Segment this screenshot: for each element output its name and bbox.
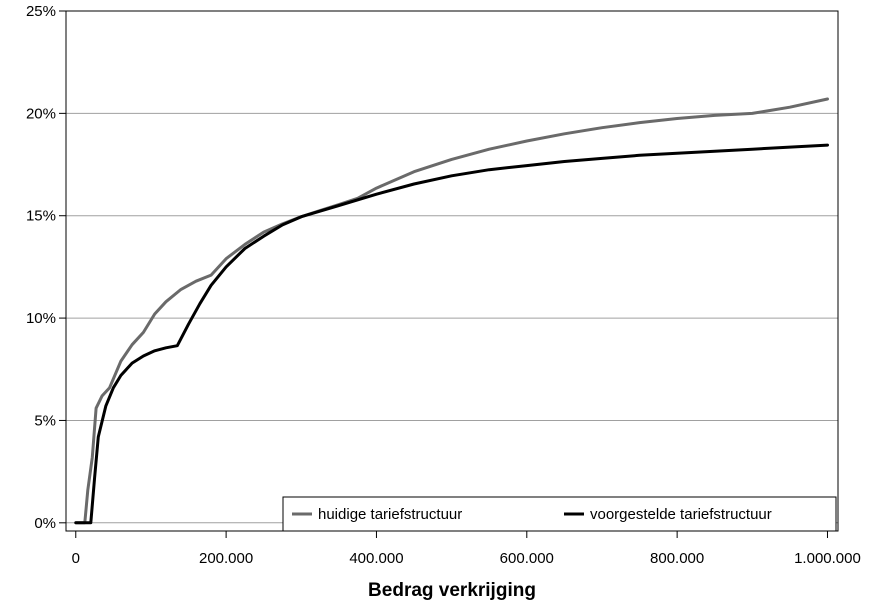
legend-label: huidige tariefstructuur xyxy=(318,506,462,523)
y-tick-label: 20% xyxy=(26,105,56,122)
plot-frame xyxy=(65,10,839,532)
series-line-2 xyxy=(74,143,829,525)
x-tick-label: 0 xyxy=(72,550,80,567)
series-line-1 xyxy=(74,97,829,525)
y-tick-label: 15% xyxy=(26,208,56,225)
legend-label: voorgestelde tariefstructuur xyxy=(590,506,772,523)
y-tick-label: 25% xyxy=(26,3,56,20)
y-tick-label: 10% xyxy=(26,310,56,327)
x-tick-label: 1.000.000 xyxy=(794,550,861,567)
y-tick-label: 0% xyxy=(34,515,56,532)
x-tick-label: 800.000 xyxy=(650,550,704,567)
legend: huidige tariefstructuur voorgestelde tari… xyxy=(282,496,837,532)
x-tick-label: 200.000 xyxy=(199,550,253,567)
x-axis-title: Bedrag verkrijging xyxy=(368,580,536,601)
legend-box xyxy=(282,496,837,532)
x-tick-label: 400.000 xyxy=(349,550,403,567)
x-tick-label: 600.000 xyxy=(500,550,554,567)
y-tick-label: 5% xyxy=(34,412,56,429)
